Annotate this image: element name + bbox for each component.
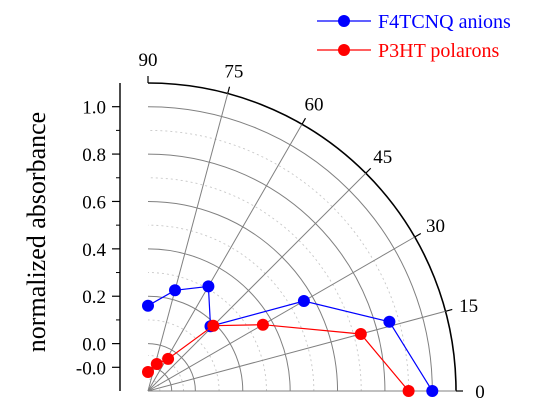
angle-spoke-45 — [147, 172, 367, 392]
polar-grid: 0 15 30 45 60 75 90 — [139, 50, 485, 403]
legend-marker-f4tcnq — [338, 15, 350, 27]
data-point-0-6 — [142, 299, 154, 312]
angle-label-30: 30 — [426, 216, 445, 237]
minor-grid-arc-0 — [147, 378, 161, 392]
angle-tick-60 — [301, 117, 307, 125]
minor-grid-arc-1 — [147, 355, 184, 392]
legend: F4TCNQ anions P3HT polarons — [317, 11, 511, 62]
series-line-0 — [147, 285, 433, 392]
data-point-1-6 — [142, 366, 154, 378]
angle-tick-15 — [445, 308, 453, 312]
radial-tick-label-3: 0.4 — [82, 240, 106, 261]
legend-marker-p3ht — [338, 44, 350, 56]
radial-tick-label-6: 1.0 — [82, 98, 106, 119]
data-point-0-2 — [297, 295, 310, 307]
minor-grid-arc-5 — [147, 177, 362, 392]
angle-tick-45 — [365, 167, 372, 174]
data-point-1-3 — [207, 319, 220, 332]
angle-label-90: 90 — [139, 50, 158, 71]
angle-tick-75 — [227, 86, 231, 94]
angle-tick-30 — [414, 232, 422, 238]
angle-label-0: 0 — [475, 382, 485, 403]
angle-spoke-30 — [147, 236, 415, 392]
data-point-0-1 — [383, 315, 396, 328]
radial-tick-label-1: 0.0 — [82, 335, 106, 356]
angle-label-15: 15 — [459, 296, 478, 317]
data-point-1-1 — [354, 328, 367, 340]
angle-label-45: 45 — [373, 147, 392, 168]
angle-label-75: 75 — [224, 61, 243, 82]
data-point-0-5 — [169, 284, 181, 297]
data-point-1-2 — [256, 318, 269, 331]
minor-grid-arc-3 — [147, 272, 267, 392]
y-axis-label: normalized absorbance — [22, 112, 51, 352]
radial-axis: -0.00.0 0.2 0.4 0.6 0.8 1.0 — [76, 83, 121, 391]
angle-spoke-15 — [147, 310, 446, 392]
angle-spoke-60 — [147, 124, 303, 392]
data-point-0-4 — [202, 280, 215, 293]
radial-tick-label-5: 0.8 — [82, 145, 106, 166]
data-point-0-0 — [426, 385, 439, 397]
angle-spoke-75 — [147, 93, 229, 392]
data-point-1-5 — [150, 358, 163, 370]
data-point-1-0 — [402, 385, 415, 397]
series-1 — [142, 318, 415, 397]
legend-label-f4tcnq: F4TCNQ anions — [378, 11, 511, 33]
radial-tick-label-4: 0.6 — [82, 192, 106, 213]
angle-label-60: 60 — [305, 94, 324, 115]
legend-item-f4tcnq: F4TCNQ anions — [317, 11, 511, 33]
radial-tick-label-2: 0.2 — [82, 287, 106, 308]
radial-tick-label-0: -0.0 — [76, 358, 106, 379]
legend-item-p3ht: P3HT polarons — [317, 40, 500, 62]
data-point-1-4 — [162, 352, 175, 365]
data-series — [142, 280, 439, 397]
legend-label-p3ht: P3HT polarons — [378, 40, 500, 62]
